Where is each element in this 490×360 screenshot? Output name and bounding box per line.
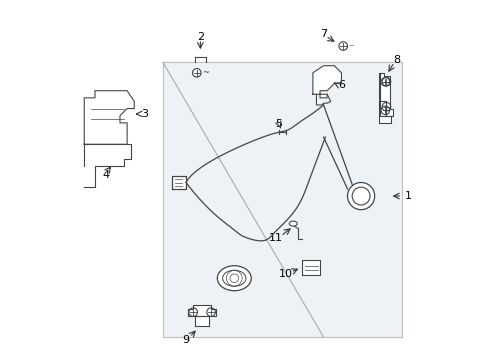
Text: 5: 5: [275, 118, 282, 129]
Polygon shape: [84, 91, 134, 144]
Text: 10: 10: [279, 269, 293, 279]
Text: ~: ~: [202, 68, 209, 77]
Polygon shape: [195, 316, 209, 327]
Polygon shape: [379, 73, 392, 123]
Polygon shape: [172, 176, 186, 189]
Text: 6: 6: [339, 80, 345, 90]
Text: 4: 4: [102, 170, 109, 180]
Ellipse shape: [218, 266, 251, 291]
Circle shape: [347, 183, 375, 210]
Polygon shape: [188, 305, 217, 316]
Text: 3: 3: [142, 109, 148, 119]
Polygon shape: [380, 73, 393, 116]
Text: 8: 8: [393, 55, 400, 65]
Polygon shape: [302, 260, 320, 275]
FancyBboxPatch shape: [163, 62, 402, 337]
Ellipse shape: [222, 270, 246, 286]
Text: ~: ~: [348, 43, 354, 49]
Text: 11: 11: [269, 233, 282, 243]
Text: 1: 1: [405, 191, 412, 201]
Text: 9: 9: [182, 335, 190, 345]
Polygon shape: [313, 66, 342, 98]
Circle shape: [352, 187, 370, 205]
Text: 2: 2: [197, 32, 204, 42]
Text: 7: 7: [320, 29, 327, 39]
Polygon shape: [84, 144, 131, 187]
Ellipse shape: [289, 221, 297, 226]
